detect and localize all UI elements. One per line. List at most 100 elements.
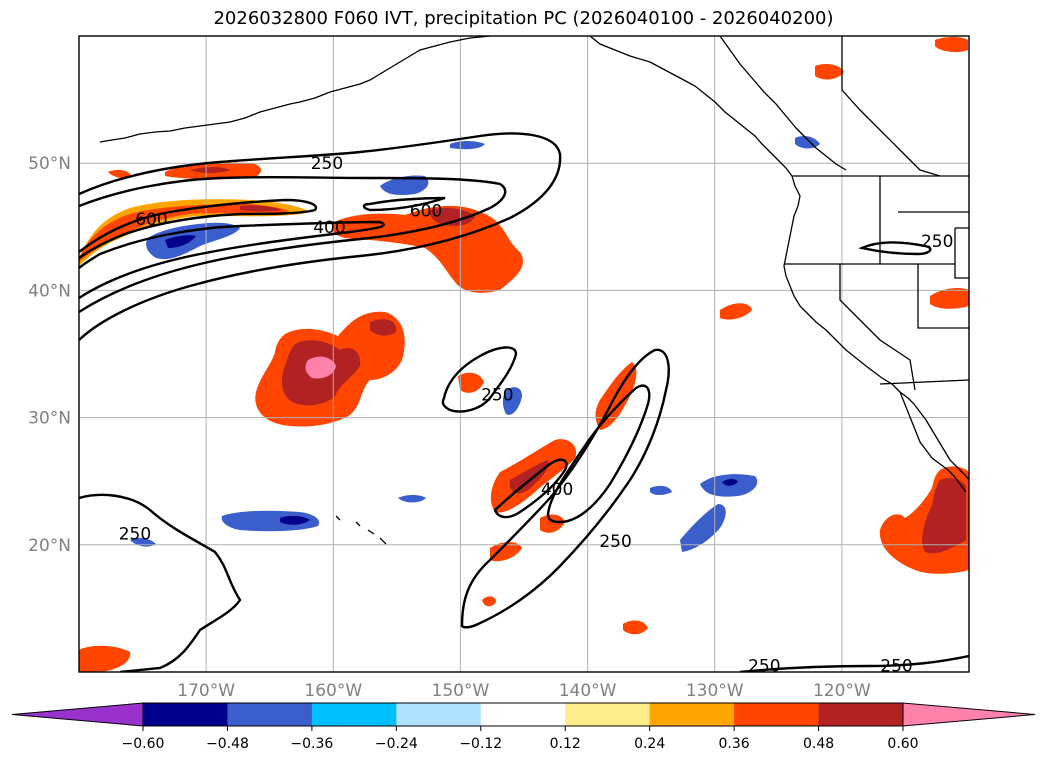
contour-label: 600 xyxy=(135,210,167,230)
ivt-contour-400 xyxy=(546,384,651,524)
longitude-labels: 170°W 160°W 150°W 140°W 130°W 120°W xyxy=(177,681,871,701)
contour-label: 400 xyxy=(541,480,573,500)
precip-positive-area xyxy=(458,372,484,393)
coastlines xyxy=(99,36,969,545)
ivt-contour-600 xyxy=(362,196,446,212)
ivt-contour-250 xyxy=(739,654,969,672)
contour-label: 250 xyxy=(119,524,151,544)
precip-negative-area xyxy=(380,175,429,196)
contour-label: 250 xyxy=(481,386,513,406)
state-border xyxy=(917,264,969,329)
state-border xyxy=(954,227,969,279)
precip-positive-area xyxy=(79,204,290,262)
precip-positive-area xyxy=(108,169,132,179)
ivt-contour-250 xyxy=(858,241,932,256)
colorbar-tick-label: 0.36 xyxy=(719,736,750,752)
precip-positive-area xyxy=(922,478,966,554)
map-title: 2026032800 F060 IVT, precipitation PC (2… xyxy=(213,8,834,29)
latitude-label: 50°N xyxy=(28,154,71,174)
contour-label: 250 xyxy=(921,232,953,252)
ivt-contour-600 xyxy=(79,198,318,259)
contour-label: 600 xyxy=(410,201,442,221)
longitude-label: 150°W xyxy=(432,681,490,701)
colorbar-bin xyxy=(396,703,482,726)
latitude-label: 20°N xyxy=(28,536,71,556)
latitude-label: 30°N xyxy=(28,409,71,429)
precip-positive-area xyxy=(930,288,969,309)
colorbar-tick-label: 0.60 xyxy=(887,736,918,752)
longitude-label: 170°W xyxy=(177,681,235,701)
precip-positive-area xyxy=(190,167,230,173)
precip-positive-area xyxy=(482,596,496,607)
colorbar-bin xyxy=(143,703,228,726)
precip-positive-area xyxy=(490,542,522,562)
precip-negative-area xyxy=(502,387,522,415)
alaska-panhandle xyxy=(719,36,847,171)
colorbar-bin xyxy=(227,703,313,726)
colorbar-bin xyxy=(734,703,820,726)
contour-labels: 250 600 400 600 250 250 250 400 250 250 250 xyxy=(119,154,954,677)
precip-positive-area xyxy=(540,514,565,533)
state-border xyxy=(839,264,916,391)
precip-positive-area xyxy=(623,620,648,635)
colorbar-frame xyxy=(142,702,904,727)
precip-negative-area xyxy=(450,141,485,150)
ivt-contour-250 xyxy=(79,220,385,300)
longitude-label: 140°W xyxy=(559,681,617,701)
ivt-contour-250 xyxy=(79,493,242,672)
colorbar-bin xyxy=(311,703,397,726)
colorbar-bin xyxy=(480,703,566,726)
colorbar: −0.60 −0.48 −0.36 −0.24 −0.12 0.12 0.24 0.36 0.4… xyxy=(11,702,1036,752)
alaska-coast xyxy=(299,36,491,103)
contour-label: 250 xyxy=(599,532,631,552)
precip-positive-area xyxy=(935,37,968,53)
colorbar-tick-label: −0.24 xyxy=(375,736,418,752)
contour-label: 250 xyxy=(311,154,343,174)
gulf-of-alaska-coast xyxy=(589,36,793,177)
ivt-contour-250 xyxy=(79,132,562,341)
west-coast-us xyxy=(783,175,927,421)
longitude-label: 120°W xyxy=(813,681,871,701)
colorbar-tick-label: 0.48 xyxy=(803,736,834,752)
map-background xyxy=(79,36,969,672)
ivt-contour-250 xyxy=(441,346,518,413)
precip-positive-area xyxy=(509,460,549,494)
colorbar-extend-max xyxy=(902,702,1036,727)
precip-positive-area xyxy=(305,356,336,379)
precip-positive-area xyxy=(370,319,397,336)
state-border xyxy=(879,379,969,385)
colorbar-tick-label: −0.12 xyxy=(459,736,502,752)
longitude-label: 130°W xyxy=(686,681,744,701)
hawaii-islands xyxy=(335,515,387,545)
colorbar-bin xyxy=(565,703,651,726)
ivt-contour-250 xyxy=(493,458,568,519)
precip-negative-area xyxy=(722,479,738,486)
precip-negative-area xyxy=(650,485,672,495)
colorbar-tick-label: −0.60 xyxy=(122,736,165,752)
colorbar-tick-label: −0.48 xyxy=(206,736,249,752)
graticule xyxy=(79,36,969,672)
precip-negative-area xyxy=(398,495,426,503)
ivt-contour-400 xyxy=(79,175,507,314)
baja-california xyxy=(899,391,967,493)
precip-negative-area xyxy=(280,515,310,525)
precip-positive-area xyxy=(720,303,752,320)
precip-negative-area xyxy=(165,235,196,248)
contour-label: 400 xyxy=(313,218,345,238)
colorbar-extend-min xyxy=(11,702,144,727)
ivt-contour-250 xyxy=(460,348,670,629)
mexico-coast xyxy=(925,419,969,481)
latitude-labels: 50°N 40°N 30°N 20°N xyxy=(28,154,71,556)
colorbar-tick-label: 0.24 xyxy=(634,736,665,752)
ivt-contours xyxy=(79,132,969,672)
longitude-label: 160°W xyxy=(304,681,362,701)
aleutian-islands xyxy=(99,101,301,143)
colorbar-tick-label: −0.36 xyxy=(290,736,333,752)
precip-positive-area xyxy=(79,645,131,672)
precip-shading xyxy=(79,37,969,672)
colorbar-bin xyxy=(649,703,735,726)
contour-label: 250 xyxy=(880,657,912,677)
canada-interior-border xyxy=(841,36,941,177)
colorbar-bin xyxy=(818,703,904,726)
